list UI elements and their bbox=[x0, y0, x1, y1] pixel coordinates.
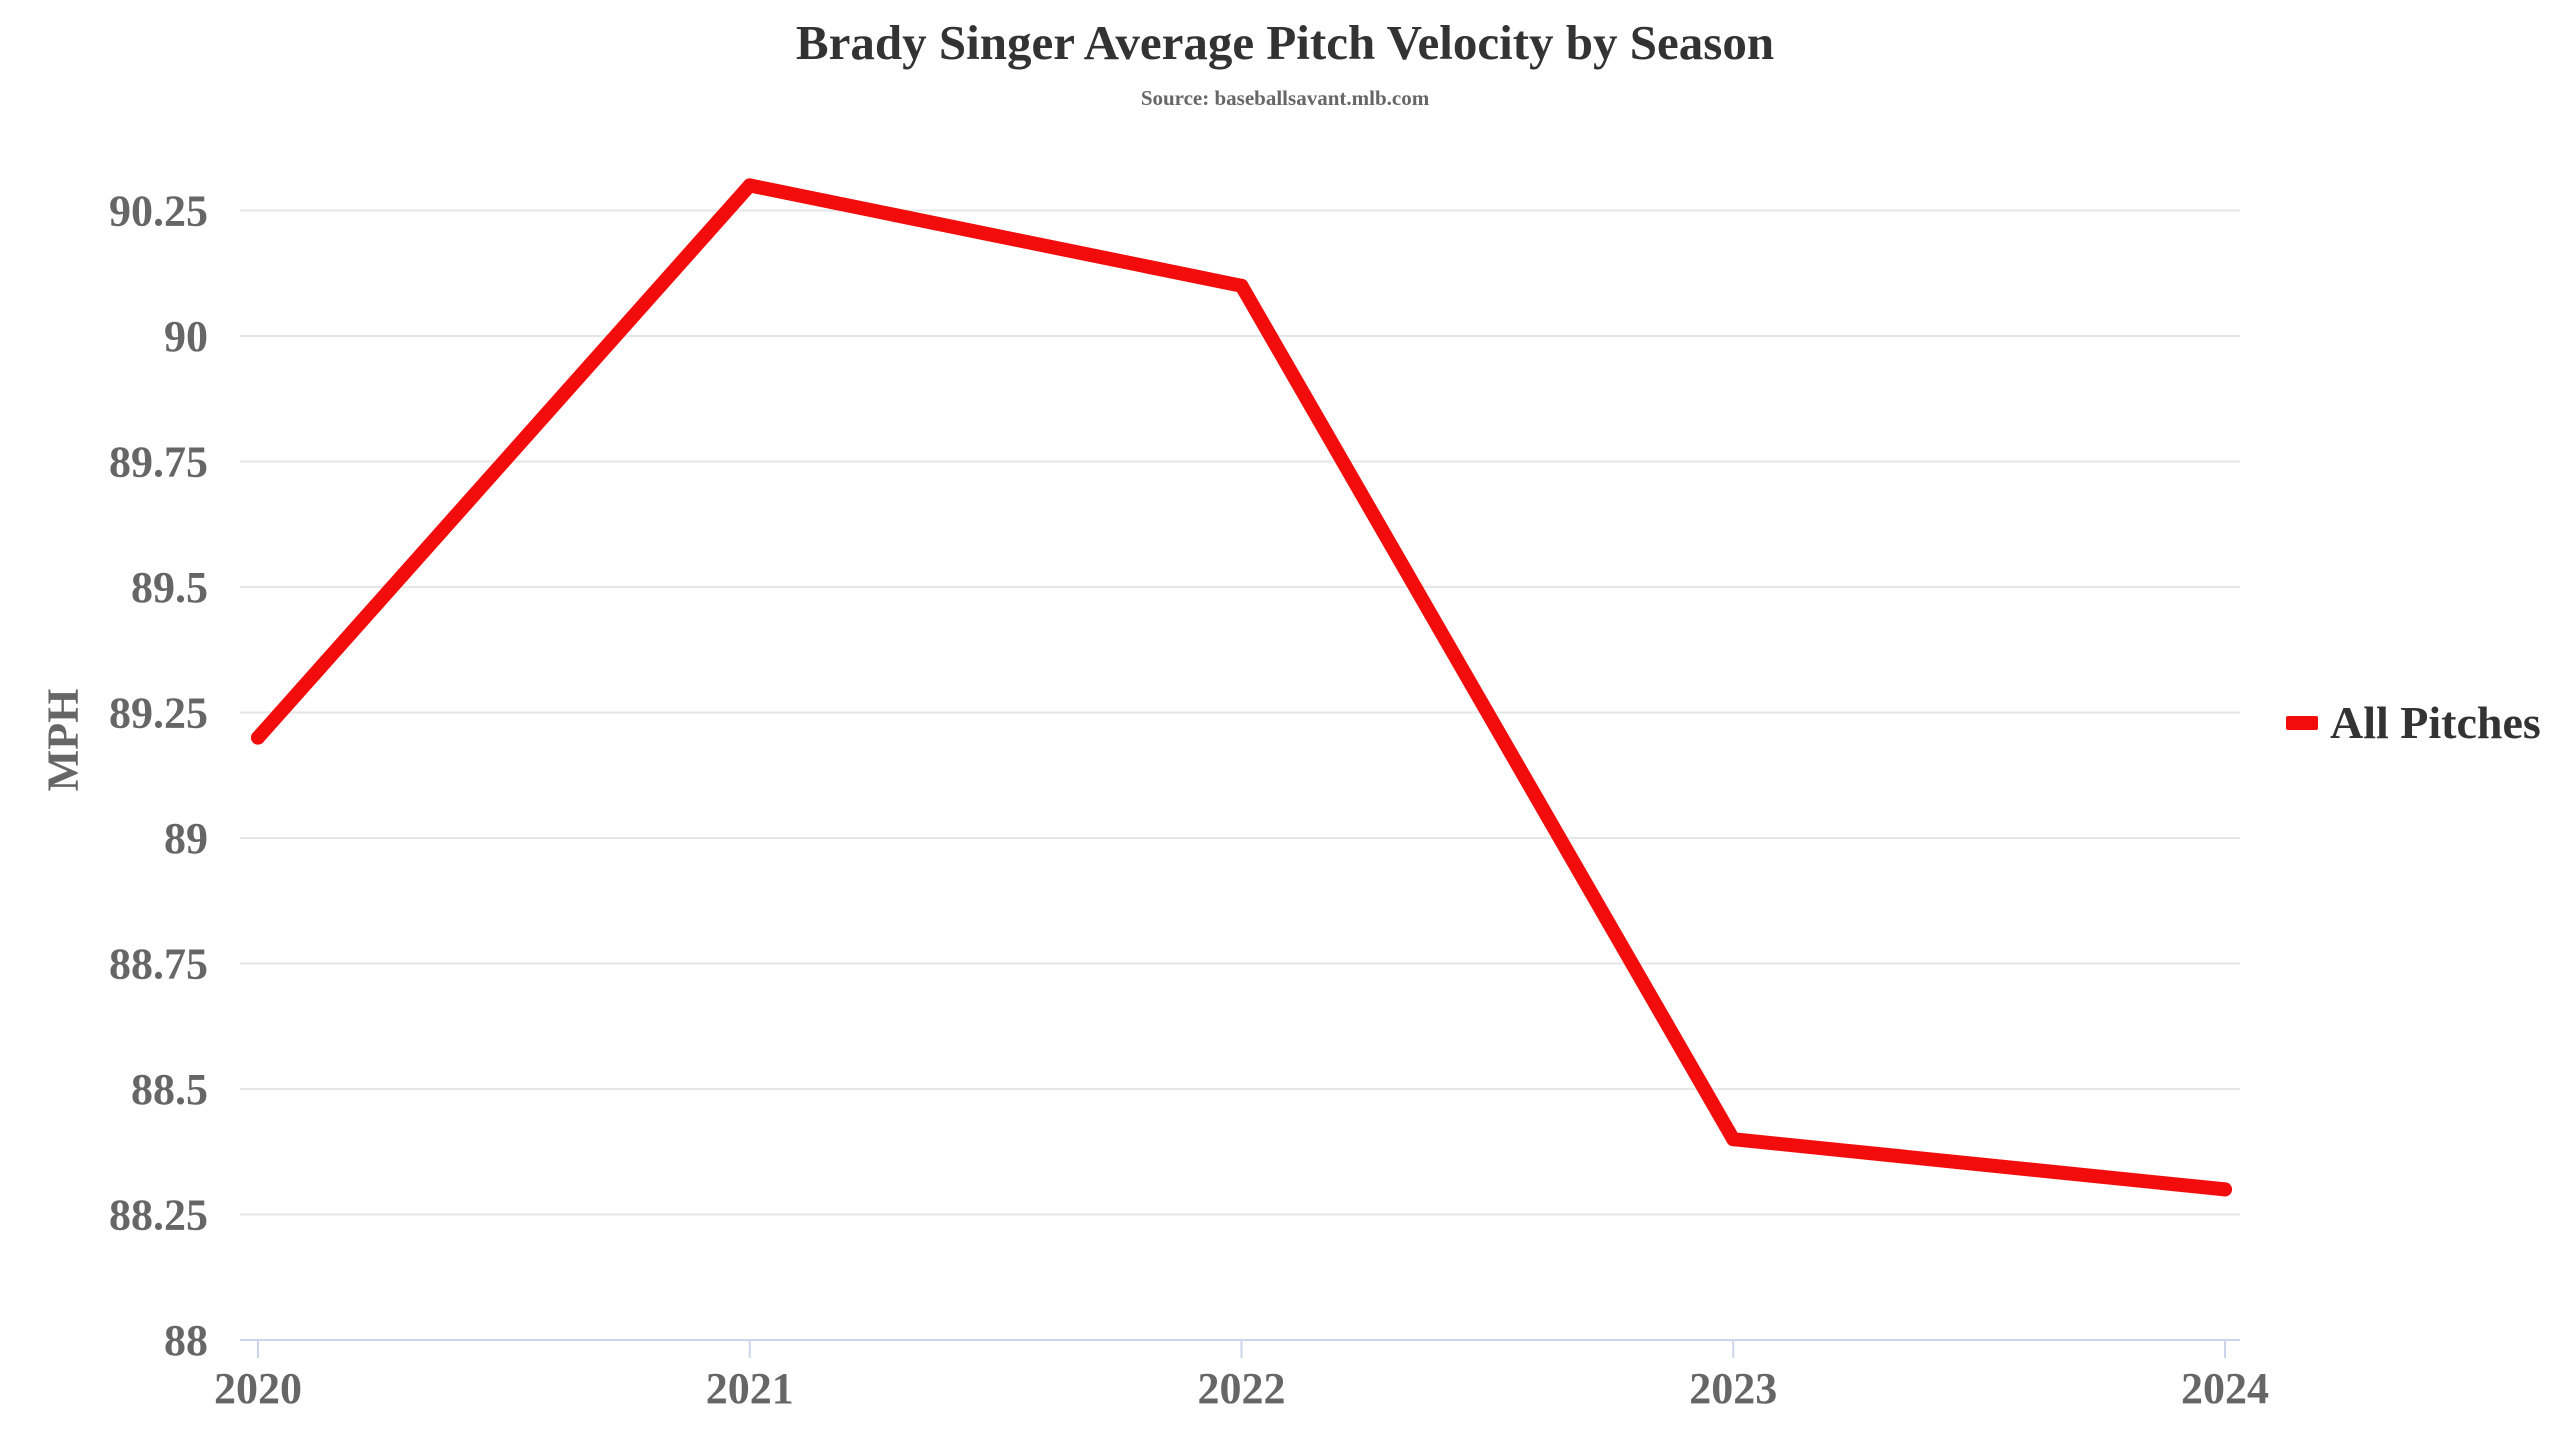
legend-swatch-all-pitches bbox=[2286, 715, 2318, 730]
x-tick-label: 2024 bbox=[2181, 1364, 2269, 1413]
x-tick-label: 2020 bbox=[214, 1364, 302, 1413]
legend-label-all-pitches: All Pitches bbox=[2330, 697, 2541, 748]
y-tick-label: 90 bbox=[164, 312, 208, 361]
data-point[interactable] bbox=[251, 730, 265, 745]
x-tick-label: 2021 bbox=[706, 1364, 794, 1413]
data-point[interactable] bbox=[1234, 278, 1249, 293]
series-layer bbox=[251, 178, 2232, 1197]
y-tick-label: 88.75 bbox=[109, 940, 208, 989]
data-point[interactable] bbox=[742, 178, 757, 193]
x-tick-label: 2023 bbox=[1689, 1364, 1777, 1413]
x-tick-label: 2022 bbox=[1198, 1364, 1286, 1413]
y-axis-ticks: 88 88.25 88.5 88.75 89 89.25 89.5 89.75 90 90.25 bbox=[109, 187, 208, 1366]
y-tick-label: 89 bbox=[164, 814, 208, 863]
data-point[interactable] bbox=[2218, 1182, 2232, 1197]
y-tick-label: 89.25 bbox=[109, 689, 208, 738]
y-tick-label: 88.25 bbox=[109, 1191, 208, 1240]
chart-title: Brady Singer Average Pitch Velocity by S… bbox=[795, 15, 1775, 70]
chart-subtitle: Source: baseballsavant.mlb.com bbox=[1140, 86, 1430, 110]
x-axis-ticks: 2020 2021 2022 2023 2024 bbox=[214, 1340, 2269, 1413]
y-tick-label: 88.5 bbox=[131, 1065, 208, 1114]
data-point[interactable] bbox=[1726, 1132, 1741, 1147]
y-tick-label: 89.5 bbox=[131, 563, 208, 612]
gridlines bbox=[240, 209, 2240, 1216]
y-tick-label: 90.25 bbox=[109, 187, 208, 236]
y-tick-label: 89.75 bbox=[109, 438, 208, 487]
legend[interactable]: All Pitches bbox=[2286, 696, 2541, 749]
y-tick-label: 88 bbox=[164, 1316, 208, 1365]
